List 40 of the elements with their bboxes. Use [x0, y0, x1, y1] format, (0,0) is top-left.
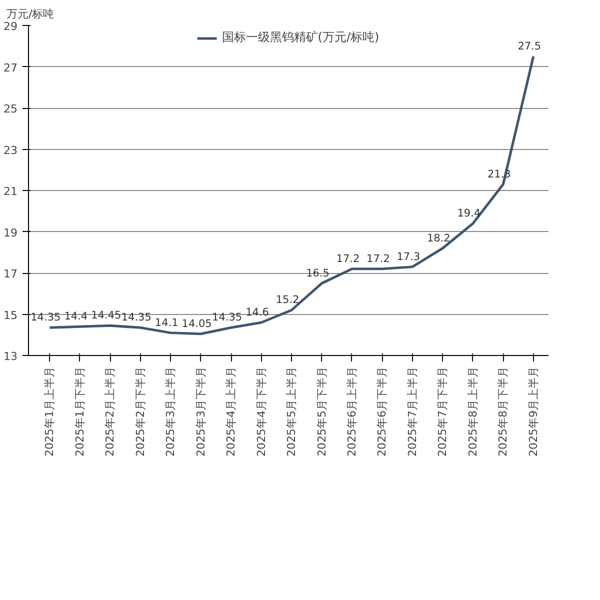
data-label: 27.5 [518, 40, 542, 52]
data-label: 14.35 [121, 312, 152, 324]
legend-label: 国标一级黑钨精矿(万元/标吨) [222, 29, 380, 46]
x-tick-label: 2025年8月下半月 [496, 366, 510, 456]
x-tick-label: 2025年4月上半月 [224, 366, 238, 456]
y-tick-label: 21 [4, 185, 18, 198]
data-label: 15.2 [276, 294, 300, 306]
x-tick-label: 2025年8月上半月 [466, 366, 480, 456]
x-tick-label: 2025年6月下半月 [376, 366, 389, 456]
x-tick-label: 2025年7月上半月 [406, 366, 419, 456]
data-label: 14.35 [212, 312, 242, 324]
y-tick-label: 19 [4, 226, 18, 240]
y-tick-label: 15 [4, 308, 18, 322]
y-tick-label: 23 [4, 144, 18, 157]
x-tick-label: 2025年9月上半月 [526, 366, 540, 456]
x-tick-label: 2025年4月下半月 [254, 366, 268, 456]
data-label: 14.1 [154, 316, 178, 329]
x-tick-label: 2025年3月下半月 [194, 366, 208, 456]
x-tick-label: 2025年1月下半月 [73, 366, 86, 456]
data-label: 14.35 [30, 312, 61, 324]
data-label: 18.2 [426, 232, 450, 244]
y-tick-label: 25 [4, 102, 18, 116]
y-tick-label: 13 [4, 350, 18, 363]
x-tick-label: 2025年1月上半月 [43, 366, 56, 456]
x-tick-label: 2025年3月上半月 [164, 366, 178, 456]
x-tick-label: 2025年7月下半月 [436, 366, 450, 456]
y-tick-label: 29 [4, 20, 18, 33]
data-label: 14.05 [182, 318, 212, 330]
data-label: 17.2 [336, 252, 360, 265]
y-tick-label: 17 [4, 268, 18, 280]
y-axis-title: 万元/标吨 [6, 8, 54, 20]
x-tick-label: 2025年6月上半月 [345, 366, 358, 456]
data-label: 19.4 [457, 208, 481, 220]
x-tick-label: 2025年5月上半月 [285, 366, 298, 456]
y-tick-label: 27 [4, 61, 18, 74]
x-tick-label: 2025年5月下半月 [315, 366, 328, 456]
data-label: 17.2 [366, 252, 390, 265]
x-tick-label: 2025年2月上半月 [104, 366, 117, 456]
data-label: 17.3 [396, 250, 420, 263]
x-tick-label: 2025年2月下半月 [134, 366, 147, 456]
